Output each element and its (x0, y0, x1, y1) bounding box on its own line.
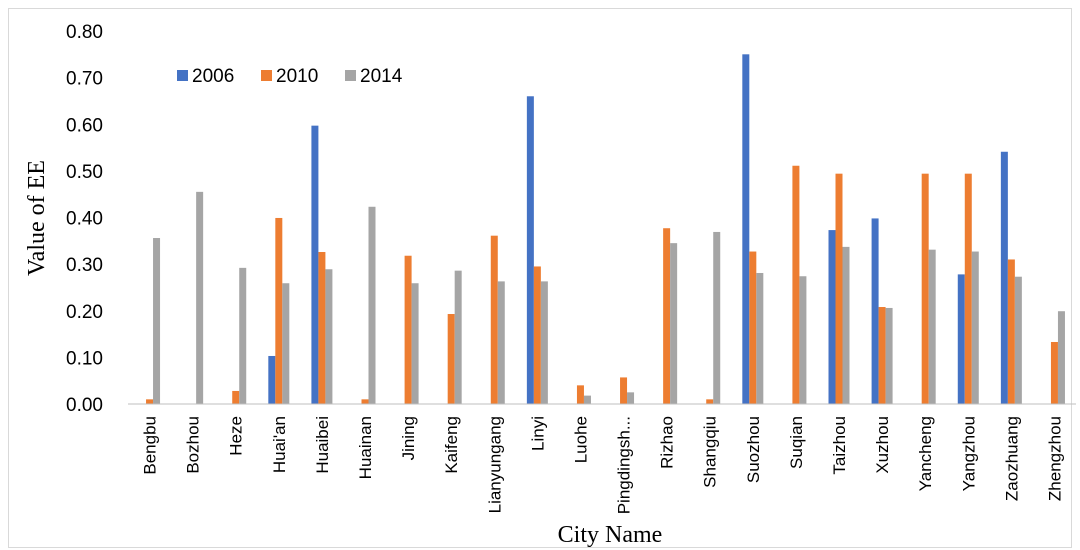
bar-2014 (583, 395, 591, 404)
bar-2014 (368, 206, 376, 404)
bar-2010 (146, 399, 154, 404)
x-tick-label: Bengbu (141, 416, 160, 475)
y-tick-label: 0.70 (66, 69, 103, 90)
x-tick-label: Zhengzhou (1045, 416, 1064, 501)
x-tick-label: Heze (227, 416, 246, 456)
bar-2010 (275, 217, 283, 404)
x-tick-label: Kaifeng (442, 416, 461, 474)
bar-2010 (318, 252, 326, 404)
x-tick-label: Xuzhou (873, 416, 892, 474)
bar-2006 (742, 54, 750, 404)
bars (146, 54, 1065, 405)
legend-label: 2010 (276, 66, 318, 87)
bar-2010 (576, 385, 584, 404)
bar-2010 (878, 307, 886, 404)
legend-item-2006: 2006 (177, 66, 234, 87)
x-tick-label: Yancheng (916, 416, 935, 491)
bar-2006 (957, 274, 965, 404)
bar-2010 (232, 390, 240, 404)
x-tick-label: Pingdingsh... (615, 416, 634, 514)
bar-2014 (627, 392, 635, 404)
bar-2014 (153, 238, 161, 404)
legend-label: 2006 (192, 66, 234, 87)
bar-2006 (1000, 151, 1008, 404)
x-tick-label: Zaozhuang (1002, 416, 1021, 501)
bar-2010 (835, 173, 843, 404)
y-tick-label: 0.80 (66, 22, 103, 43)
bar-2006 (268, 355, 276, 404)
bar-2014 (928, 249, 936, 404)
bar-2014 (842, 246, 850, 404)
y-tick-label: 0.50 (66, 162, 103, 183)
legend-swatch (177, 70, 188, 81)
x-tick-label: Linyi (528, 416, 547, 451)
legend: 2006 2010 2014 (177, 66, 403, 87)
bar-2014 (799, 276, 807, 404)
bar-2010 (792, 165, 800, 404)
x-tick-label: Huainan (356, 416, 375, 479)
y-axis-title: Value of EE (24, 160, 50, 276)
x-axis-title: City Name (558, 522, 663, 548)
legend-item-2010: 2010 (261, 66, 318, 87)
bar-2006 (311, 125, 319, 405)
x-tick-label: Rizhao (658, 416, 677, 469)
bar-2010 (620, 377, 628, 404)
y-tick-label: 0.20 (66, 302, 103, 323)
x-tick-label: Yangzhou (959, 416, 978, 491)
bar-2006 (526, 96, 534, 405)
bar-2010 (1007, 259, 1015, 404)
bar-2010 (749, 251, 757, 404)
y-tick-label: 0.00 (66, 395, 103, 416)
legend-swatch (345, 70, 356, 81)
y-tick-label: 0.60 (66, 115, 103, 136)
bar-2006 (871, 218, 879, 404)
bar-2014 (670, 243, 678, 404)
x-tick-label: Huaibei (313, 416, 332, 474)
bar-2014 (756, 272, 764, 404)
bar-2014 (540, 281, 548, 404)
bar-2014 (282, 283, 290, 404)
bar-2010 (447, 314, 455, 404)
x-tick-label: Huai'an (270, 416, 289, 473)
bar-2014 (239, 267, 247, 404)
bar-2014 (885, 307, 893, 404)
x-tick-label: Taizhou (830, 416, 849, 475)
bar-2014 (1057, 311, 1065, 404)
bar-2014 (411, 283, 419, 404)
bar-2010 (404, 255, 412, 404)
x-tick-label: Shangqiu (701, 416, 720, 488)
x-tick-label: Suozhou (744, 416, 763, 483)
x-axis-tick-labels: Bengbu Bozhou Heze Huai'an Huaibei Huainan Jin… (141, 416, 1065, 514)
bar-2014 (971, 251, 979, 404)
y-tick-label: 0.10 (66, 348, 103, 369)
legend-item-2014: 2014 (345, 66, 403, 87)
bar-2014 (497, 281, 505, 404)
y-tick-label: 0.30 (66, 255, 103, 276)
bar-2014 (196, 191, 204, 404)
y-axis-ticks: 0.00 0.10 0.20 0.30 0.40 0.50 0.60 0.70 0.80 (66, 22, 103, 416)
bar-2010 (706, 399, 714, 404)
y-tick-label: 0.40 (66, 209, 103, 230)
x-tick-label: Suqian (787, 416, 806, 469)
bar-2014 (713, 231, 721, 404)
x-tick-label: Lianyungang (485, 416, 504, 513)
bar-2010 (490, 235, 498, 404)
bar-2010 (663, 228, 671, 404)
bar-2014 (454, 270, 462, 404)
bar-2010 (533, 266, 541, 404)
legend-label: 2014 (360, 66, 403, 87)
bar-2010 (921, 173, 929, 404)
bar-2010 (361, 399, 369, 404)
x-tick-label: Bozhou (184, 416, 203, 474)
x-tick-label: Luohe (571, 416, 590, 463)
bar-2014 (1014, 276, 1022, 404)
x-tick-label: Jining (399, 416, 418, 460)
legend-swatch (261, 70, 272, 81)
bar-2010 (964, 173, 972, 404)
bar-2014 (325, 269, 333, 404)
bar-2010 (1050, 341, 1058, 404)
bar-2006 (828, 230, 836, 404)
